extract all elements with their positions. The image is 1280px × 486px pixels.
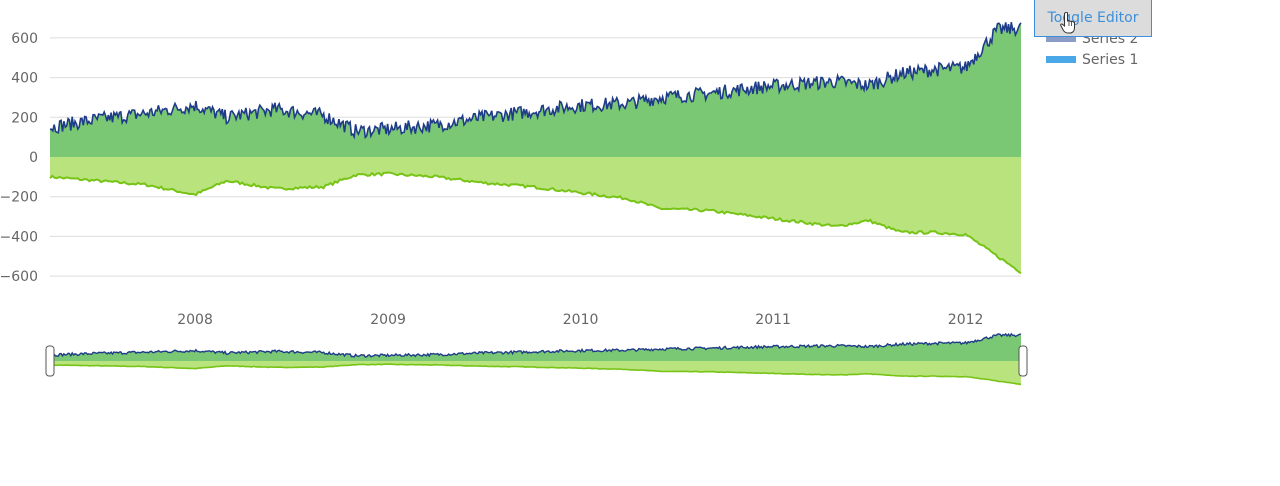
toggle-editor-button[interactable]: Toggle Editor	[1034, 0, 1152, 37]
navigator-series-2-line	[50, 332, 1022, 358]
navigator-series-2-area	[50, 333, 1021, 361]
hand-pointer-icon	[1060, 12, 1075, 34]
series-layer	[49, 22, 1022, 275]
axes: 600 400 200 0 −200 −400 −600 2008 2009 2010 2011 20…	[0, 31, 983, 328]
y-tick-label: −600	[0, 269, 38, 285]
legend-swatch-series-2	[1046, 35, 1076, 42]
series-2-line	[49, 22, 1022, 140]
y-tick-label: 600	[11, 31, 38, 47]
legend-label-series-1: Series 1	[1082, 51, 1139, 68]
x-tick-label: 2012	[948, 312, 984, 328]
navigator-handle-left[interactable]	[45, 345, 55, 377]
x-tick-label: 2010	[563, 312, 599, 328]
y-tick-label: 400	[11, 71, 38, 87]
y-tick-label: 0	[29, 150, 38, 166]
range-navigator	[45, 332, 1028, 386]
y-tick-label: 200	[11, 110, 38, 126]
x-tick-label: 2011	[755, 312, 791, 328]
y-tick-label: −400	[0, 229, 38, 245]
y-tick-label: −200	[0, 190, 38, 206]
series-1-line	[49, 171, 1022, 275]
x-tick-label: 2008	[177, 312, 213, 328]
legend-item-series-1[interactable]: Series 1	[1046, 49, 1138, 70]
series-2-area	[50, 22, 1021, 158]
navigator-handle-right[interactable]	[1018, 345, 1028, 377]
legend-swatch-series-1	[1046, 56, 1076, 63]
navigator-series-1-area	[50, 361, 1021, 385]
x-tick-label: 2009	[370, 312, 406, 328]
series-1-area	[50, 157, 1021, 274]
navigator-series-1-line	[49, 363, 1022, 386]
